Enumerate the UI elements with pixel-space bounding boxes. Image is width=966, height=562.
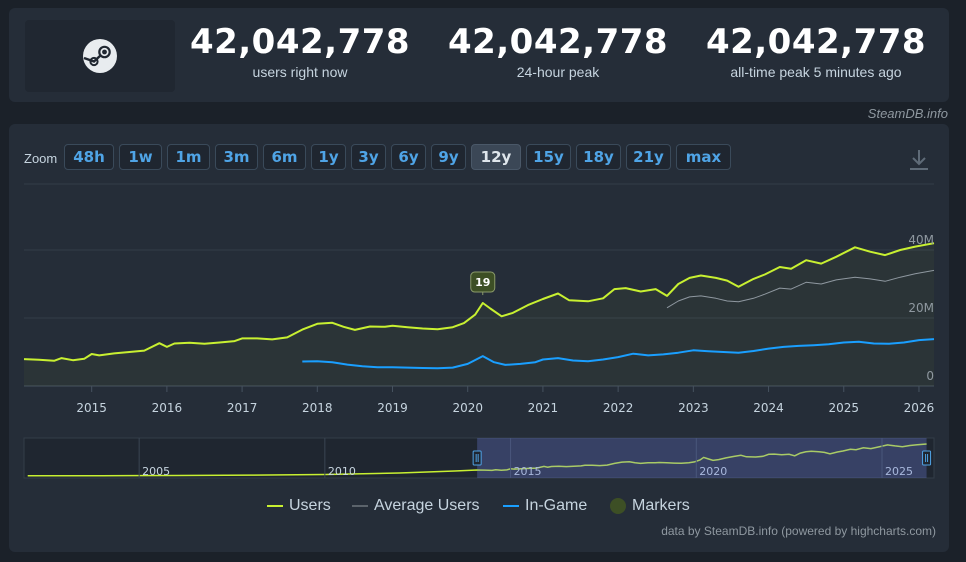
navigator-handle-left[interactable] (472, 450, 482, 466)
navigator-series (27, 443, 927, 477)
stat-label: 24-hour peak (516, 64, 600, 80)
marker-flag[interactable]: 19 (470, 271, 496, 296)
y-tick-label: 0 (926, 369, 934, 383)
stat-label: all-time peak 5 minutes ago (730, 64, 902, 80)
stat-users-now: 42,042,778 users right now (170, 22, 430, 80)
x-tick-label: 2022 (603, 401, 634, 415)
zoom-button-18y[interactable]: 18y (576, 144, 621, 170)
legend-swatch (610, 498, 626, 514)
stat-24h-peak: 42,042,778 24-hour peak (428, 22, 688, 80)
stat-all-time-peak: 42,042,778 all-time peak 5 minutes ago (686, 22, 946, 80)
x-tick-label: 2020 (452, 401, 483, 415)
y-tick-label: 40M (908, 233, 934, 247)
navigator-tick-label: 2025 (885, 465, 913, 478)
download-icon[interactable] (908, 148, 930, 177)
x-tick-label: 2017 (227, 401, 258, 415)
x-tick-label: 2024 (753, 401, 784, 415)
navigator-tick-label: 2010 (328, 465, 356, 478)
zoom-button-48h[interactable]: 48h (64, 144, 114, 170)
legend-item-users[interactable]: Users (267, 497, 331, 515)
zoom-button-1m[interactable]: 1m (167, 144, 210, 170)
series-line-average-users[interactable] (666, 269, 935, 309)
legend-label: Average Users (374, 497, 480, 514)
legend-item-average-users[interactable]: Average Users (352, 497, 480, 515)
stat-label: users right now (252, 64, 348, 80)
x-tick-label: 2015 (76, 401, 107, 415)
legend-item-in-game[interactable]: In-Game (503, 497, 587, 515)
zoom-button-6m[interactable]: 6m (263, 144, 306, 170)
zoom-button-3y[interactable]: 3y (351, 144, 386, 170)
navigator-handle-right[interactable] (922, 450, 932, 466)
stat-value: 42,042,778 (189, 22, 411, 62)
credit-link-top[interactable]: SteamDB.info (867, 106, 948, 121)
zoom-button-6y[interactable]: 6y (391, 144, 426, 170)
zoom-button-15y[interactable]: 15y (526, 144, 571, 170)
x-tick-label: 2018 (302, 401, 333, 415)
zoom-button-3m[interactable]: 3m (215, 144, 258, 170)
steam-logo-icon (83, 39, 117, 73)
legend-swatch (352, 505, 368, 507)
legend-swatch (267, 505, 283, 507)
zoom-button-max[interactable]: max (676, 144, 731, 170)
marker-label: 19 (475, 276, 490, 289)
x-tick-label: 2021 (528, 401, 559, 415)
navigator-tick-label: 2015 (514, 465, 542, 478)
series-line-in-game[interactable] (302, 338, 935, 370)
x-tick-label: 2026 (904, 401, 935, 415)
legend-label: In-Game (525, 497, 588, 514)
zoom-button-1w[interactable]: 1w (119, 144, 162, 170)
zoom-button-21y[interactable]: 21y (626, 144, 671, 170)
legend-label: Markers (632, 497, 690, 514)
zoom-button-1y[interactable]: 1y (311, 144, 346, 170)
legend-item-markers[interactable]: Markers (610, 497, 690, 515)
series-line-users[interactable] (23, 242, 935, 362)
zoom-label: Zoom (24, 151, 58, 166)
x-tick-label: 2016 (152, 401, 183, 415)
logo-box[interactable] (25, 20, 175, 92)
y-tick-label: 20M (908, 301, 934, 315)
x-tick-label: 2025 (828, 401, 859, 415)
navigator-tick-label: 2020 (699, 465, 727, 478)
zoom-button-12y[interactable]: 12y (471, 144, 521, 170)
navigator-tick-label: 2005 (142, 465, 170, 478)
x-tick-label: 2019 (377, 401, 408, 415)
credit-bottom[interactable]: data by SteamDB.info (powered by highcha… (661, 524, 936, 538)
stats-panel: 42,042,778 users right now 42,042,778 24… (9, 8, 949, 102)
legend-label: Users (289, 497, 331, 514)
legend: Users Average Users In-Game Markers (0, 497, 966, 519)
chart-panel (9, 124, 949, 552)
stat-value: 42,042,778 (447, 22, 669, 62)
legend-swatch (503, 505, 519, 507)
x-tick-label: 2023 (678, 401, 709, 415)
navigator-selection[interactable] (477, 438, 927, 478)
stat-value: 42,042,778 (705, 22, 927, 62)
zoom-button-9y[interactable]: 9y (431, 144, 466, 170)
